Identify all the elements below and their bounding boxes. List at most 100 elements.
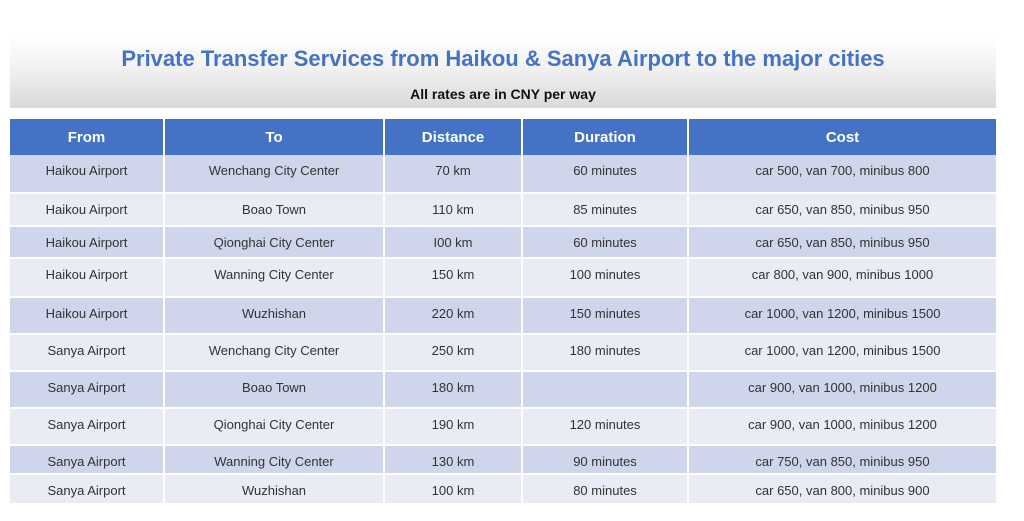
distance-cell: 220 km xyxy=(385,298,523,335)
cell-text: Sanya Airport xyxy=(47,417,126,432)
cell-text: Qionghai City Center xyxy=(213,235,335,250)
cell-text: Haikou Airport xyxy=(45,306,128,321)
cell-text: 60 minutes xyxy=(573,163,637,178)
from-cell: Sanya Airport xyxy=(10,372,165,409)
from-cell: Haikou Airport xyxy=(10,227,165,259)
cell-text: 90 minutes xyxy=(573,454,637,469)
cost-cell: car 900, van 1000, minibus 1200 xyxy=(689,409,996,446)
cell-text: Wanning City Center xyxy=(214,267,334,282)
cost-cell: car 800, van 900, minibus 1000 xyxy=(689,259,996,298)
duration-cell: 100 minutes xyxy=(523,259,689,298)
duration-cell: 120 minutes xyxy=(523,409,689,446)
cell-text: car 800, van 900, minibus 1000 xyxy=(751,267,934,282)
cost-cell: car 650, van 850, minibus 950 xyxy=(689,194,996,227)
cell-text: car 650, van 850, minibus 950 xyxy=(755,235,930,250)
cell-text: Boao Town xyxy=(241,380,307,395)
cell-text: Wuzhishan xyxy=(241,483,307,498)
from-cell: Haikou Airport xyxy=(10,155,165,194)
cell-text: 110 km xyxy=(432,202,474,217)
cell-text xyxy=(523,372,687,380)
column-header-duration: Duration xyxy=(523,119,689,155)
cell-text: car 500, van 700, minibus 800 xyxy=(755,163,930,178)
table-row: Haikou Airport Boao Town 110 km 85 minutes c… xyxy=(10,194,996,227)
duration-cell xyxy=(523,372,689,409)
distance-cell: 110 km xyxy=(385,194,523,227)
to-cell: Wuzhishan xyxy=(165,475,385,505)
column-header-from: From xyxy=(10,119,165,155)
to-cell: Boao Town xyxy=(165,372,385,409)
table-body: Haikou Airport Wenchang City Center 70 km 6… xyxy=(10,155,996,505)
cost-cell: car 900, van 1000, minibus 1200 xyxy=(689,372,996,409)
cell-text: 70 km xyxy=(435,163,471,178)
table-row: Haikou Airport Wanning City Center 150 km 1… xyxy=(10,259,996,298)
from-cell: Sanya Airport xyxy=(10,335,165,372)
cell-text: car 900, van 1000, minibus 1200 xyxy=(748,417,937,432)
cell-text: Sanya Airport xyxy=(47,454,126,469)
duration-cell: 150 minutes xyxy=(523,298,689,335)
cell-text: Wenchang City Center xyxy=(208,343,340,358)
cell-text: car 1000, van 1200, minibus 1500 xyxy=(744,306,941,321)
distance-cell: 150 km xyxy=(385,259,523,298)
cell-text: Wanning City Center xyxy=(214,454,334,469)
table-row: Haikou Airport Wenchang City Center 70 km 6… xyxy=(10,155,996,194)
distance-cell: 250 km xyxy=(385,335,523,372)
cell-text: Wenchang City Center xyxy=(208,163,340,178)
distance-cell: 100 km xyxy=(385,475,523,505)
cell-text: 150 km xyxy=(431,267,475,282)
to-cell: Wanning City Center xyxy=(165,446,385,475)
cell-text: 180 minutes xyxy=(569,343,641,358)
table-row: Sanya Airport Wenchang City Center 250 km 1… xyxy=(10,335,996,372)
title-banner: Private Transfer Services from Haikou & … xyxy=(10,34,996,108)
cost-cell: car 650, van 850, minibus 950 xyxy=(689,227,996,259)
from-cell: Sanya Airport xyxy=(10,409,165,446)
table-row: Sanya Airport Qionghai City Center 190 km 1… xyxy=(10,409,996,446)
cost-cell: car 650, van 800, minibus 900 xyxy=(689,475,996,505)
duration-cell: 90 minutes xyxy=(523,446,689,475)
duration-cell: 180 minutes xyxy=(523,335,689,372)
cell-text: 190 km xyxy=(431,417,475,432)
table-row: Haikou Airport Wuzhishan 220 km 150 minutes… xyxy=(10,298,996,335)
table-row: Sanya Airport Wuzhishan 100 km 80 minutes ca… xyxy=(10,475,996,505)
distance-cell: 70 km xyxy=(385,155,523,194)
table-row: Sanya Airport Wanning City Center 130 km 90… xyxy=(10,446,996,475)
distance-cell: I00 km xyxy=(385,227,523,259)
to-cell: Qionghai City Center xyxy=(165,409,385,446)
cell-text: Haikou Airport xyxy=(45,267,128,282)
cell-text: Sanya Airport xyxy=(47,343,126,358)
to-cell: Wenchang City Center xyxy=(165,155,385,194)
to-cell: Wuzhishan xyxy=(165,298,385,335)
cell-text: 150 minutes xyxy=(569,306,641,321)
cell-text: 180 km xyxy=(431,380,475,395)
distance-cell: 180 km xyxy=(385,372,523,409)
distance-cell: 130 km xyxy=(385,446,523,475)
cell-text: 60 minutes xyxy=(573,235,637,250)
table-row: Haikou Airport Qionghai City Center I00 km… xyxy=(10,227,996,259)
cell-text: I00 km xyxy=(433,235,473,250)
to-cell: Qionghai City Center xyxy=(165,227,385,259)
cell-text: car 900, van 1000, minibus 1200 xyxy=(748,380,937,395)
cell-text: 120 minutes xyxy=(569,417,641,432)
cell-text: car 1000, van 1200, minibus 1500 xyxy=(744,343,941,358)
from-cell: Sanya Airport xyxy=(10,475,165,505)
cell-text: 100 km xyxy=(431,483,475,498)
cost-cell: car 1000, van 1200, minibus 1500 xyxy=(689,298,996,335)
column-header-to: To xyxy=(165,119,385,155)
cell-text: Haikou Airport xyxy=(45,202,128,217)
from-cell: Haikou Airport xyxy=(10,298,165,335)
cell-text: car 650, van 850, minibus 950 xyxy=(755,202,930,217)
cell-text: Haikou Airport xyxy=(45,235,128,250)
cell-text: Wuzhishan xyxy=(241,306,307,321)
cost-cell: car 750, van 850, minibus 950 xyxy=(689,446,996,475)
cell-text: 85 minutes xyxy=(573,202,637,217)
page-title: Private Transfer Services from Haikou & … xyxy=(121,46,885,71)
from-cell: Sanya Airport xyxy=(10,446,165,475)
to-cell: Wanning City Center xyxy=(165,259,385,298)
cell-text: Sanya Airport xyxy=(47,483,126,498)
page-subtitle: All rates are in CNY per way xyxy=(410,86,596,102)
cell-text: 220 km xyxy=(431,306,475,321)
cell-text: Qionghai City Center xyxy=(213,417,335,432)
duration-cell: 60 minutes xyxy=(523,155,689,194)
to-cell: Wenchang City Center xyxy=(165,335,385,372)
cell-text: 250 km xyxy=(431,343,475,358)
cell-text: car 750, van 850, minibus 950 xyxy=(755,454,930,469)
